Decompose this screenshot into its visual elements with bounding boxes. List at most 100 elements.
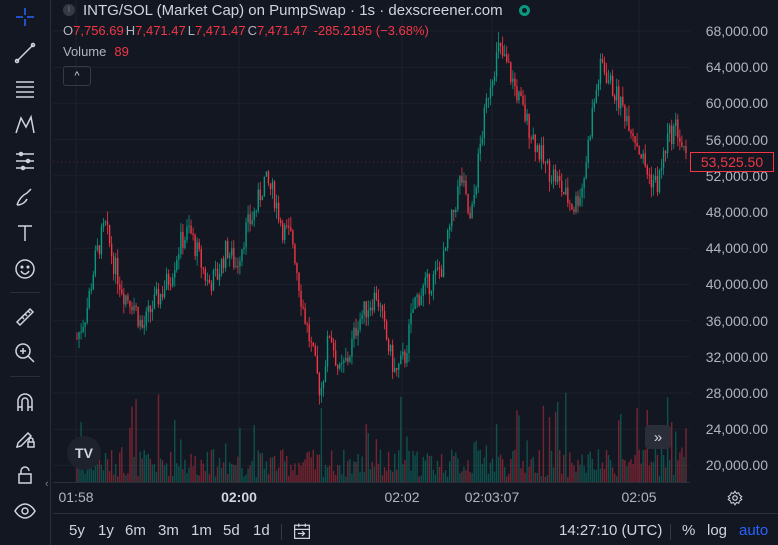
candle-body [343, 360, 345, 363]
tradingview-logo[interactable]: TV [67, 436, 101, 470]
volume-bar [650, 461, 653, 482]
candle-body [453, 210, 455, 212]
range-6m-button[interactable]: 6m [125, 522, 146, 539]
candle-body [84, 322, 86, 327]
volume-bar [501, 459, 504, 482]
candlestick-chart[interactable] [53, 0, 690, 482]
candle-body [180, 231, 182, 254]
log-toggle[interactable]: log [707, 522, 728, 539]
candle-body [487, 98, 490, 100]
volume-bar [131, 406, 133, 482]
candle-body [261, 196, 264, 201]
candle-body [620, 96, 622, 109]
candle-body [593, 102, 596, 108]
volume-bar [145, 454, 147, 482]
volume-bar [424, 460, 426, 482]
range-3m-button[interactable]: 3m [158, 522, 179, 539]
volume-bar [457, 458, 459, 482]
zoom-in-icon[interactable] [7, 338, 43, 368]
close-key: C [247, 23, 257, 38]
lock-icon[interactable] [7, 460, 43, 490]
legend-collapse-button[interactable]: ^ [63, 66, 91, 86]
volume-bar [644, 449, 646, 482]
time-axis[interactable]: 01:58 02:00 02:02 02:03:07 02:05 [53, 482, 690, 512]
volume-bar [626, 466, 628, 482]
candle-body [302, 306, 304, 309]
auto-toggle[interactable]: auto [739, 522, 769, 539]
low-key: L [187, 23, 195, 38]
volume-bar [320, 408, 323, 482]
volume-bar [332, 470, 335, 482]
candle-body [151, 308, 154, 313]
volume-bar [84, 473, 86, 482]
volume-bar [94, 465, 97, 482]
crosshair-icon[interactable] [7, 2, 43, 32]
price-axis-label: 32,000.00 [705, 348, 768, 365]
magnet-icon[interactable] [7, 388, 43, 418]
symbol-title[interactable]: INTG/SOL (Market Cap) on PumpSwap · 1s ·… [83, 1, 503, 19]
candle-body [497, 42, 500, 53]
ruler-icon[interactable] [7, 302, 43, 332]
candle-body [365, 301, 367, 318]
emoji-icon[interactable] [7, 254, 43, 284]
scroll-to-realtime-button[interactable]: » [645, 425, 671, 449]
candle-body [491, 81, 494, 88]
high-key: H [125, 23, 136, 38]
volume-bar [184, 459, 186, 482]
collapse-toolbar-icon[interactable]: ‹ [45, 478, 49, 490]
candle-body [227, 241, 229, 258]
range-1y-button[interactable]: 1y [98, 522, 114, 539]
fib-icon[interactable] [7, 74, 43, 104]
range-1d-button[interactable]: 1d [253, 522, 270, 539]
go-to-date-icon[interactable] [292, 522, 312, 540]
candle-body [630, 131, 632, 134]
eye-icon[interactable] [7, 496, 43, 526]
price-axis-label: 20,000.00 [705, 457, 768, 474]
candle-body [292, 230, 294, 245]
volume-bar [679, 452, 681, 482]
volume-bar [178, 466, 180, 482]
candle-body [90, 289, 92, 291]
volume-bar [102, 470, 105, 482]
chart-area[interactable] [53, 0, 690, 482]
candle-body [603, 62, 606, 73]
volume-bar [334, 475, 337, 482]
candle-body [330, 336, 333, 343]
candle-body [271, 181, 274, 190]
candle-body [430, 290, 433, 295]
candle-body [465, 180, 467, 194]
range-5d-button[interactable]: 5d [223, 522, 240, 539]
volume-bar [151, 464, 154, 482]
volume-bar [174, 419, 176, 482]
candle-body [609, 75, 612, 81]
text-icon[interactable] [7, 218, 43, 248]
volume-bar [668, 460, 671, 482]
percent-toggle[interactable]: % [682, 522, 696, 539]
gear-icon[interactable] [726, 489, 744, 507]
volume-bar [204, 470, 207, 482]
volume-bar [161, 460, 164, 482]
volume-bar [642, 450, 644, 482]
candle-body [316, 355, 319, 374]
price-axis[interactable]: 68,000.00 64,000.00 60,000.00 56,000.00 52,0… [690, 0, 778, 482]
range-1m-button[interactable]: 1m [191, 522, 212, 539]
volume-bar [218, 457, 221, 482]
volume-bar [123, 472, 125, 482]
brush-icon[interactable] [7, 182, 43, 212]
pattern-icon[interactable] [7, 110, 43, 140]
volume-bar [192, 466, 194, 482]
candle-body [229, 255, 231, 258]
volume-bar [654, 442, 657, 482]
candle-body [86, 307, 88, 323]
utc-clock[interactable]: 14:27:10 (UTC) [559, 522, 663, 539]
candle-body [169, 284, 172, 286]
candle-body [650, 174, 653, 188]
candle-body [112, 256, 115, 275]
range-5y-button[interactable]: 5y [69, 522, 85, 539]
lock-drawings-icon[interactable] [7, 424, 43, 454]
trendline-icon[interactable] [7, 38, 43, 68]
projection-icon[interactable] [7, 146, 43, 176]
candle-body [224, 241, 227, 268]
candle-body [220, 258, 223, 274]
volume-bar [135, 399, 137, 482]
